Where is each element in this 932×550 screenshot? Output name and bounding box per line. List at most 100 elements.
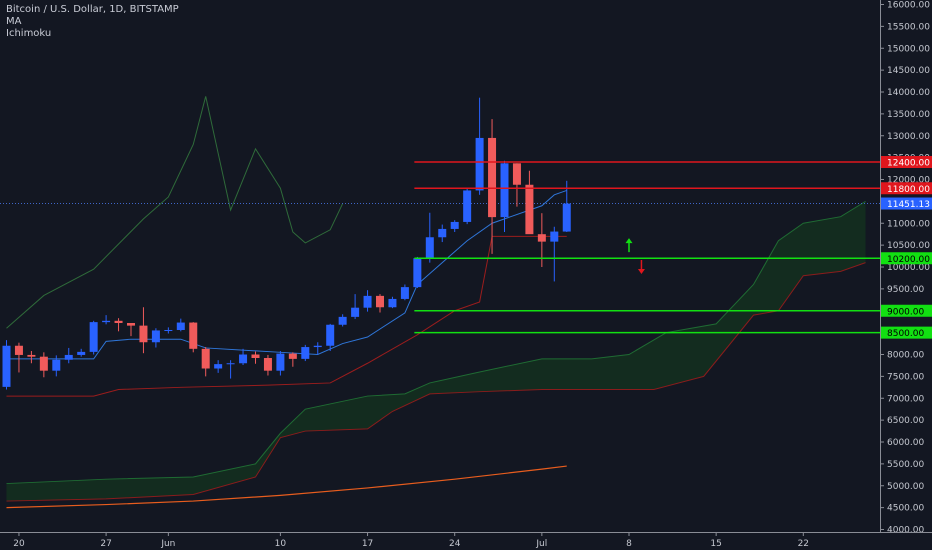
- candle-body: [39, 356, 48, 371]
- annotations: [625, 238, 645, 274]
- senkou-span-a-line: [6, 200, 866, 485]
- level-label: 8500.00: [887, 329, 924, 339]
- level-label-bg: [881, 326, 932, 339]
- level-label: 10200.00: [887, 255, 930, 265]
- candle-body: [363, 295, 372, 308]
- arrow-up-head: [625, 238, 633, 244]
- candle-body: [64, 354, 73, 360]
- candle-body: [550, 231, 559, 242]
- candle-body: [488, 137, 497, 218]
- level-label-bg: [881, 252, 932, 265]
- candle-body: [14, 345, 23, 355]
- time-tick-label: 15: [710, 539, 721, 549]
- candle-body: [463, 190, 472, 222]
- candle-body: [475, 137, 484, 191]
- candle-body: [376, 295, 384, 308]
- price-tick-label: 6000.00: [887, 438, 924, 448]
- candle-body: [114, 320, 123, 323]
- candle-body: [263, 358, 272, 371]
- price-tick-label: 13500.00: [887, 110, 930, 120]
- price-tick-label: 14000.00: [887, 88, 930, 98]
- price-tick-label: 6500.00: [887, 416, 924, 426]
- time-tick-label: Jun: [160, 539, 175, 549]
- candle-body: [201, 348, 210, 369]
- symbol-title[interactable]: Bitcoin / U.S. Dollar, 1D, BITSTAMP: [6, 4, 179, 15]
- moving-average-line: [6, 465, 567, 509]
- candle-body: [413, 258, 422, 288]
- candle-body: [450, 221, 459, 229]
- price-tick-label: 12000.00: [887, 176, 930, 186]
- price-tick-label: 8000.00: [887, 351, 924, 361]
- time-tick-label: 20: [13, 539, 25, 549]
- time-axis[interactable]: 20 27 Jun 10 17 24 Jul 8 15 22: [0, 532, 932, 549]
- price-tick-label: 5000.00: [887, 482, 924, 492]
- chart-legend: Bitcoin / U.S. Dollar, 1D, BITSTAMP MA I…: [6, 4, 179, 40]
- time-tick-label: 22: [798, 539, 809, 549]
- candle-body: [313, 345, 322, 348]
- arrow-down-head: [637, 269, 645, 274]
- price-tick-label: 10000.00: [887, 263, 930, 273]
- current-price-label: 11451.13: [887, 200, 930, 210]
- candle-body: [338, 316, 347, 325]
- candle-body: [127, 323, 135, 326]
- ma-indicator-label[interactable]: MA: [6, 16, 22, 27]
- candle-body: [525, 184, 534, 235]
- candle-body: [251, 354, 260, 358]
- candle-body: [500, 163, 509, 218]
- indicator-lines: [0, 96, 880, 509]
- conversion-line: [6, 189, 567, 360]
- level-label-bg: [881, 156, 932, 168]
- candle-body: [226, 363, 235, 365]
- price-tick-label: 10500.00: [887, 241, 930, 251]
- candle-body: [239, 354, 248, 364]
- candle-body: [214, 364, 223, 369]
- candle-body: [288, 353, 297, 359]
- candle-body: [326, 324, 335, 346]
- price-tick-label: 5500.00: [887, 460, 924, 470]
- price-tick-label: 4500.00: [887, 504, 924, 514]
- candle-body: [2, 345, 11, 387]
- candle-body: [176, 322, 185, 330]
- candle-body: [400, 287, 409, 299]
- price-tick-label: 15000.00: [887, 44, 930, 54]
- base-line: [6, 235, 567, 397]
- time-tick-label: Jul: [535, 539, 547, 549]
- level-label: 12400.00: [887, 159, 930, 169]
- candle-body: [562, 203, 571, 232]
- candle-body: [189, 322, 198, 349]
- time-tick-label: 17: [362, 539, 373, 549]
- lagging-span-line: [6, 96, 344, 329]
- candle-body: [301, 347, 310, 359]
- candle-body: [77, 351, 86, 355]
- candles: [2, 97, 571, 390]
- price-axis[interactable]: 4000.00 4500.00 5000.00 5500.00 6000.00 6500.…: [880, 0, 932, 550]
- candle-body: [388, 298, 397, 308]
- time-tick-label: 24: [449, 539, 461, 549]
- time-tick-label: 8: [626, 539, 632, 549]
- level-label-bg: [881, 182, 932, 195]
- candle-body: [438, 228, 447, 238]
- candle-body: [512, 163, 521, 185]
- current-price-label-bg: [881, 197, 932, 210]
- cloud-fill: [6, 201, 866, 502]
- candle-body: [139, 325, 148, 343]
- price-tick-label: 13000.00: [887, 132, 930, 142]
- level-label: 11800.00: [887, 185, 930, 195]
- candle-body: [351, 307, 360, 317]
- horizontal-levels[interactable]: [414, 161, 880, 334]
- candle-body: [102, 320, 111, 323]
- price-tick-label: 7000.00: [887, 394, 924, 404]
- ichimoku-indicator-label[interactable]: Ichimoku: [6, 28, 52, 39]
- candle-body: [151, 330, 160, 343]
- level-label-bg: [881, 304, 932, 317]
- price-tick-label: 11000.00: [887, 219, 930, 229]
- level-label: 9000.00: [887, 307, 924, 317]
- ichimoku-cloud: [6, 201, 866, 502]
- price-tick-label: 15500.00: [887, 22, 930, 32]
- candle-body: [164, 330, 173, 331]
- time-tick-label: 10: [275, 539, 287, 549]
- time-tick-label: 27: [100, 539, 111, 549]
- price-axis-panel: [880, 0, 932, 550]
